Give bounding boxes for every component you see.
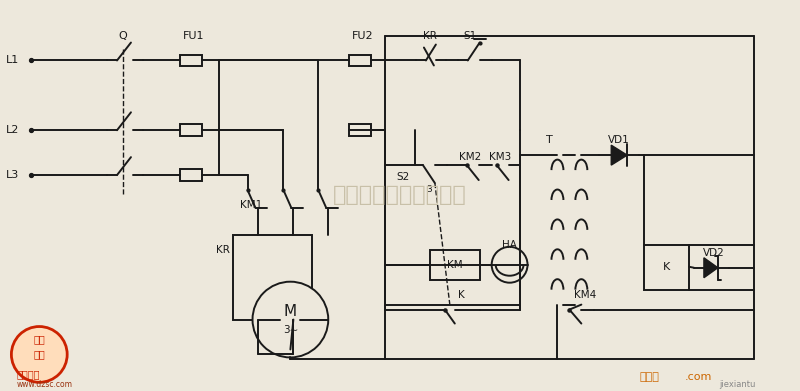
Text: KM3: KM3 [489, 152, 510, 162]
Circle shape [11, 326, 67, 382]
Circle shape [253, 282, 328, 357]
Bar [644, 245, 689, 290]
Text: L1: L1 [6, 56, 19, 65]
Bar [180, 54, 202, 66]
Text: KM1: KM1 [239, 200, 262, 210]
Text: S1: S1 [463, 30, 476, 41]
Bar [233, 235, 312, 319]
Text: 维库一下: 维库一下 [16, 369, 40, 379]
Text: T: T [546, 135, 553, 145]
Bar [349, 54, 371, 66]
Bar [430, 250, 480, 280]
Text: KR: KR [423, 30, 437, 41]
Text: L3: L3 [6, 170, 19, 180]
Text: K: K [458, 290, 465, 300]
Text: KM: KM [447, 260, 462, 270]
Text: 维库: 维库 [34, 350, 45, 359]
Text: 3∼: 3∼ [282, 325, 298, 335]
Polygon shape [704, 258, 718, 278]
Polygon shape [611, 145, 627, 165]
Text: VD2: VD2 [703, 248, 725, 258]
Text: KR: KR [216, 245, 230, 255]
Text: HA: HA [502, 240, 517, 250]
Text: .com: .com [685, 372, 712, 382]
Text: FU2: FU2 [352, 30, 374, 41]
Text: KM4: KM4 [574, 290, 597, 300]
Text: 杭州将客科技有限公司: 杭州将客科技有限公司 [333, 185, 467, 205]
Text: Q: Q [118, 30, 127, 41]
Bar [180, 124, 202, 136]
Text: KM2: KM2 [458, 152, 481, 162]
Text: FU1: FU1 [183, 30, 205, 41]
Text: jiexiantu: jiexiantu [719, 380, 755, 389]
Text: K: K [662, 262, 670, 272]
Text: 接线图: 接线图 [639, 372, 659, 382]
Text: S2: S2 [397, 172, 410, 182]
Circle shape [492, 247, 527, 283]
Bar [349, 124, 371, 136]
Text: VD1: VD1 [608, 135, 630, 145]
Text: M: M [284, 304, 297, 319]
Bar [180, 169, 202, 181]
Text: 3: 3 [426, 185, 432, 194]
Text: www.dzsc.com: www.dzsc.com [16, 380, 72, 389]
Text: 一下: 一下 [34, 334, 45, 344]
Text: L2: L2 [6, 125, 19, 135]
